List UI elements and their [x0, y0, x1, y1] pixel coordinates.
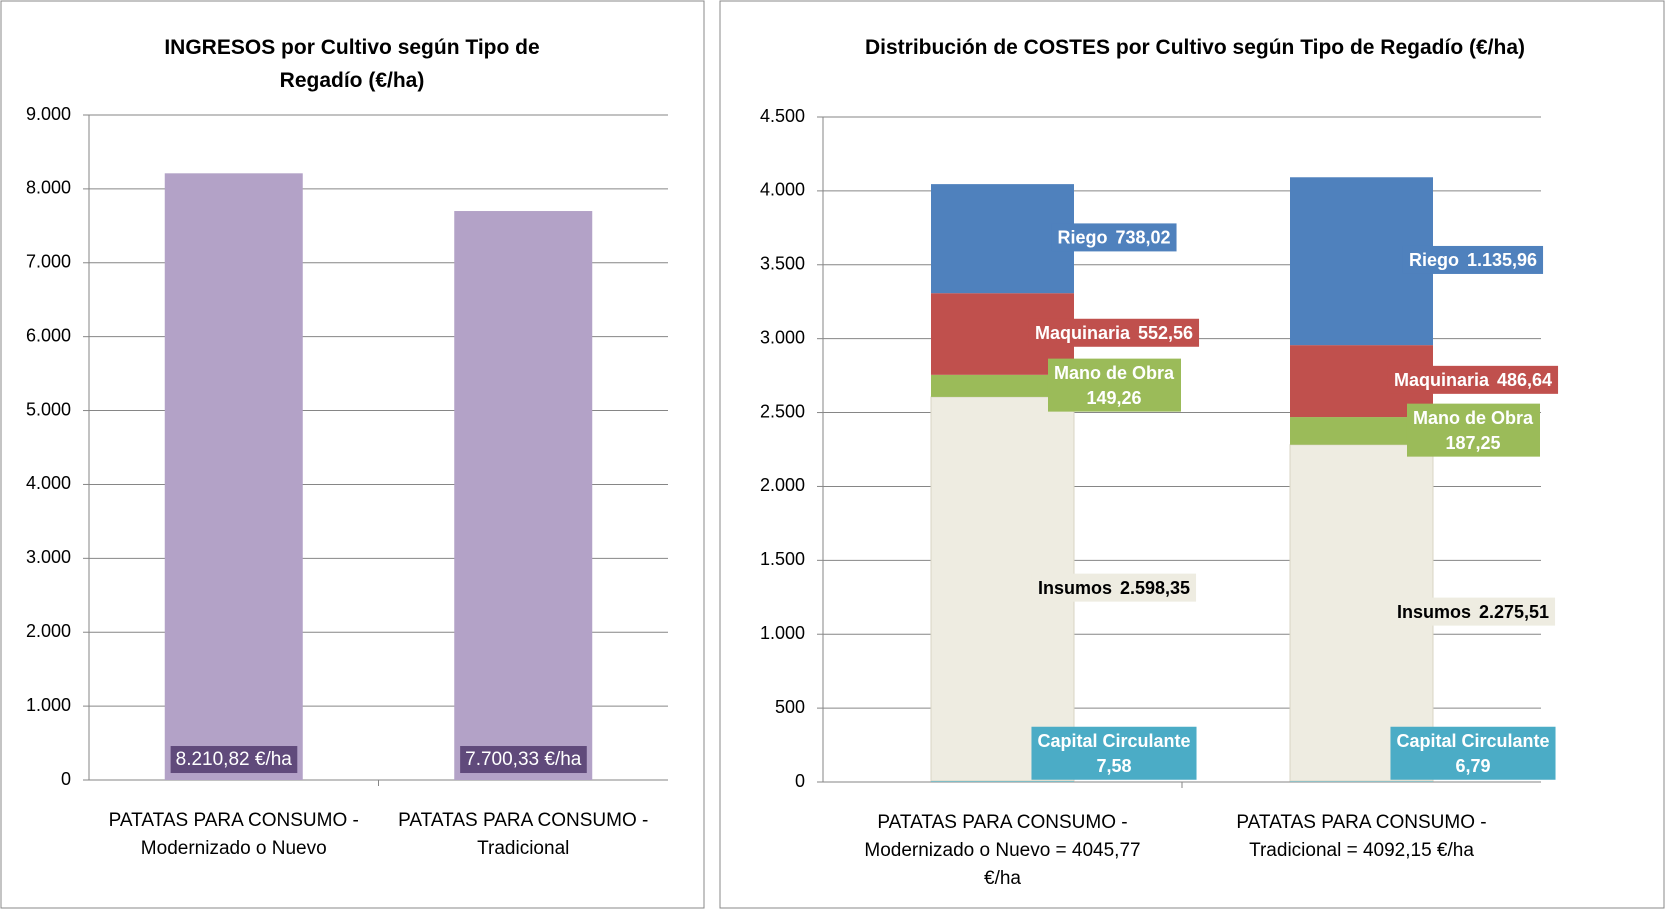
bar-segment [931, 374, 1074, 397]
panel-border [719, 0, 1665, 909]
y-tick-label: 1.000 [760, 623, 805, 643]
y-tick-label: 4.000 [760, 180, 805, 200]
label-value: 738,02 [1115, 227, 1170, 247]
data-label: Riego 1.135,96 [1409, 250, 1537, 270]
x-tick-label: PATATAS PARA CONSUMO - Modernizado o Nue… [864, 812, 1141, 889]
x-tick-label: PATATAS PARA CONSUMO - Tradicional = 409… [1236, 812, 1487, 861]
data-label: Insumos 2.275,51 [1397, 602, 1549, 622]
label-value: 1.135,96 [1467, 250, 1537, 270]
data-label: Capital Circulante 7,58 [1037, 731, 1190, 776]
label-value: 2.598,35 [1120, 578, 1190, 598]
y-tick-label: 4.000 [26, 473, 71, 493]
y-tick-label: 4.500 [760, 106, 805, 126]
label-name: Mano de Obra [1413, 408, 1534, 428]
y-tick-label: 6.000 [26, 325, 71, 345]
data-label: 7.700,33 €/ha [465, 749, 582, 770]
data-label: Mano de Obra 149,26 [1054, 363, 1175, 408]
data-label: Insumos 2.598,35 [1038, 578, 1190, 598]
y-tick-label: 2.500 [760, 401, 805, 421]
y-tick-label: 1.500 [760, 549, 805, 569]
data-label-box [1402, 245, 1544, 274]
data-label-box [1387, 365, 1559, 394]
data-label-box [170, 746, 298, 774]
data-label-box [1390, 726, 1556, 780]
x-tick-label: PATATAS PARA CONSUMO - Tradicional [398, 810, 649, 859]
chart-title: INGRESOS por Cultivo según Tipo de Regad… [164, 36, 540, 92]
y-tick-label: 9.000 [26, 104, 71, 124]
label-name: Capital Circulante [1396, 731, 1549, 751]
bar [454, 211, 593, 780]
data-label-box [1406, 403, 1540, 457]
label-name: Insumos [1038, 578, 1112, 598]
data-label: 8.210,82 €/ha [176, 749, 293, 770]
y-tick-label: 8.000 [26, 178, 71, 198]
y-tick-label: 3.500 [760, 254, 805, 274]
y-tick-label: 0 [795, 771, 805, 791]
data-label: Mano de Obra 187,25 [1413, 408, 1534, 453]
data-label: Riego 738,02 [1057, 227, 1170, 247]
y-tick-label: 0 [61, 769, 71, 789]
label-name: Riego [1057, 227, 1107, 247]
label-value: 7,58 [1096, 756, 1131, 776]
data-label-box [1031, 726, 1197, 780]
data-label: Maquinaria 552,56 [1035, 323, 1193, 343]
label-value: 149,26 [1086, 388, 1141, 408]
label-value: 6,79 [1455, 756, 1490, 776]
chart-title: Distribución de COSTES por Cultivo según… [865, 36, 1525, 59]
data-label-box [1028, 318, 1200, 347]
bar [164, 173, 303, 780]
data-label: Capital Circulante 6,79 [1396, 731, 1549, 776]
label-name: Insumos [1397, 602, 1471, 622]
y-tick-label: 1.000 [26, 695, 71, 715]
label-value: 552,56 [1138, 323, 1193, 343]
bar-segment [931, 184, 1074, 294]
data-label-box [1031, 573, 1197, 602]
panel-border [0, 0, 705, 909]
y-tick-label: 7.000 [26, 252, 71, 272]
label-value: 187,25 [1445, 433, 1500, 453]
label-name: Maquinaria [1035, 323, 1131, 343]
data-label-box [1390, 597, 1556, 626]
bar-segment [931, 780, 1074, 782]
data-label-box [460, 746, 587, 774]
y-tick-label: 3.000 [26, 547, 71, 567]
label-name: Mano de Obra [1054, 363, 1175, 383]
data-label-box [1047, 358, 1181, 412]
data-label: Maquinaria 486,64 [1394, 370, 1552, 390]
label-value: 486,64 [1497, 370, 1552, 390]
y-tick-label: 2.000 [760, 475, 805, 495]
bar-segment [1290, 780, 1433, 782]
data-label-box [1051, 223, 1177, 252]
y-tick-label: 5.000 [26, 399, 71, 419]
y-tick-label: 2.000 [26, 621, 71, 641]
label-name: Capital Circulante [1037, 731, 1190, 751]
y-tick-label: 500 [775, 697, 805, 717]
label-value: 2.275,51 [1479, 602, 1549, 622]
x-tick-label: PATATAS PARA CONSUMO - Modernizado o Nue… [108, 810, 359, 859]
label-name: Riego [1409, 250, 1459, 270]
label-name: Maquinaria [1394, 370, 1490, 390]
y-tick-label: 3.000 [760, 327, 805, 347]
